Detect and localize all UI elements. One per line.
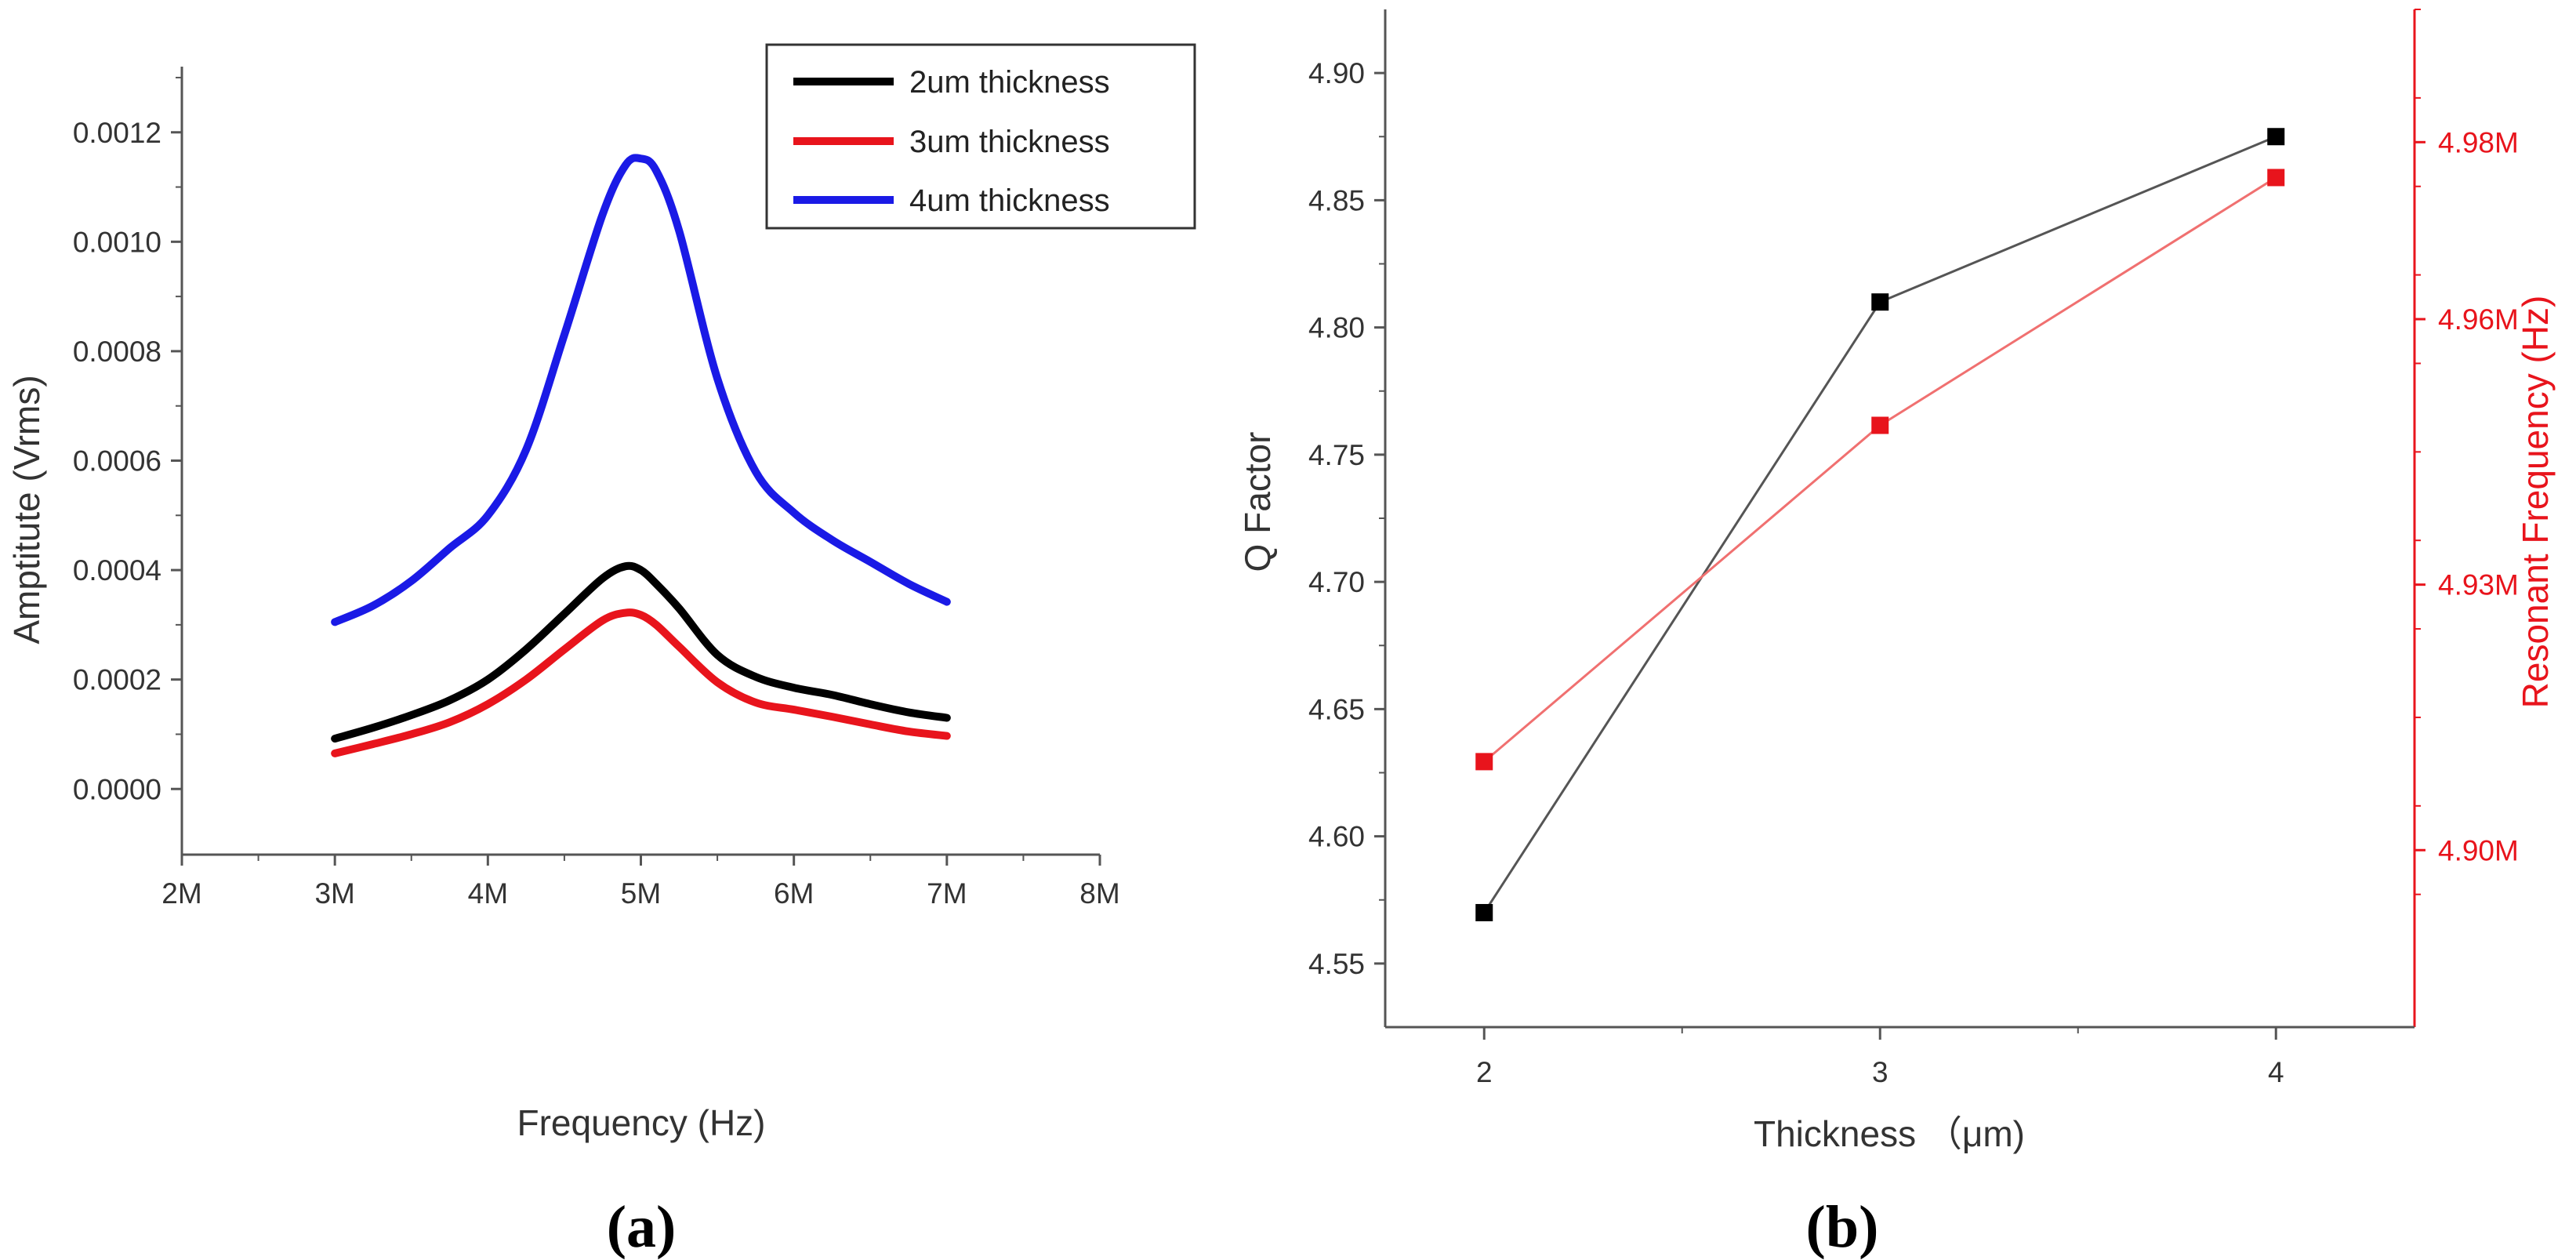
panel-a-x-tick-label: 3M [314, 877, 354, 910]
panel-a-y-tick-label: 0.0010 [73, 226, 161, 258]
panel-b: 2 3 4 4.55 4.60 4.65 4.70 4.75 4.80 4.85 4.90 4.90M… [1237, 9, 2556, 1260]
legend-label-4um: 4um thickness [909, 183, 1110, 218]
panel-b-y-tick-label: 4.70 [1308, 566, 1365, 598]
panel-a-ylabel: Amptitute (Vrms) [6, 375, 47, 644]
panel-b-y-tick-label: 4.85 [1308, 184, 1365, 216]
panel-b-label: (b) [1806, 1194, 1879, 1260]
resonant-frequency-marker [1475, 753, 1493, 771]
panel-b-x-tick-label: 2 [1476, 1056, 1493, 1088]
panel-b-y-tick-label: 4.65 [1308, 693, 1365, 725]
q-factor-marker [2267, 128, 2285, 146]
panel-a-y-tick-label: 0.0008 [73, 336, 161, 368]
panel-b-y2-tick-label: 4.93M [2438, 569, 2519, 601]
panel-a-x-tick-label: 5M [621, 877, 661, 910]
panel-a-x-tick-label: 7M [927, 877, 967, 910]
panel-a-y-tick-label: 0.0000 [73, 773, 161, 805]
panel-a-label: (a) [607, 1194, 677, 1260]
q-factor-marker [1475, 903, 1493, 921]
panel-a-y-tick-label: 0.0006 [73, 445, 161, 477]
panel-a-y-tick-label: 0.0004 [73, 554, 161, 586]
resonant-frequency-marker [1871, 416, 1889, 434]
panel-b-y-tick-label: 4.55 [1308, 948, 1365, 980]
panel-a-xlabel: Frequency (Hz) [517, 1102, 766, 1143]
legend-label-3um: 3um thickness [909, 125, 1110, 159]
resonant-frequency-line [1483, 176, 2277, 763]
panel-b-y-tick-label: 4.90 [1308, 57, 1365, 89]
panel-b-y-tick-label: 4.60 [1308, 821, 1365, 853]
panel-a-x-tick-label: 4M [468, 877, 508, 910]
series-line-4um [331, 154, 951, 626]
panel-a-y-tick-label: 0.0012 [73, 117, 161, 149]
legend-label-2um: 2um thickness [909, 65, 1110, 100]
q-factor-marker [1871, 293, 1889, 311]
panel-b-ylabel: Q Factor [1237, 432, 1278, 572]
legend: 2um thickness 3um thickness 4um thicknes… [765, 43, 1196, 230]
panel-b-y2-tick-label: 4.96M [2438, 303, 2519, 336]
panel-b-y-tick-label: 4.80 [1308, 312, 1365, 344]
panel-b-y2label: Resonant Frequency (Hz) [2515, 296, 2556, 709]
series-line-2um [331, 561, 951, 743]
series-line-3um [331, 608, 951, 757]
panel-b-x-tick-label: 3 [1872, 1056, 1888, 1088]
panel-a-x-tick-label: 6M [774, 877, 814, 910]
panel-a: 2M 3M 4M 5M 6M 7M 8M 0.0000 0.0002 0.0004 0.0006 0.… [6, 43, 1196, 1260]
panel-b-y2-tick-label: 4.98M [2438, 126, 2519, 158]
panel-b-xlabel: Thickness （μm) [1754, 1113, 2025, 1154]
resonant-frequency-marker [2267, 169, 2285, 187]
panel-a-x-tick-label: 8M [1079, 877, 1119, 910]
panel-b-x-tick-label: 4 [2268, 1056, 2284, 1088]
panel-a-x-tick-label: 2M [161, 877, 201, 910]
panel-b-y2-tick-label: 4.90M [2438, 834, 2519, 866]
panel-a-y-tick-label: 0.0002 [73, 664, 161, 696]
panel-b-y-tick-label: 4.75 [1308, 439, 1365, 471]
